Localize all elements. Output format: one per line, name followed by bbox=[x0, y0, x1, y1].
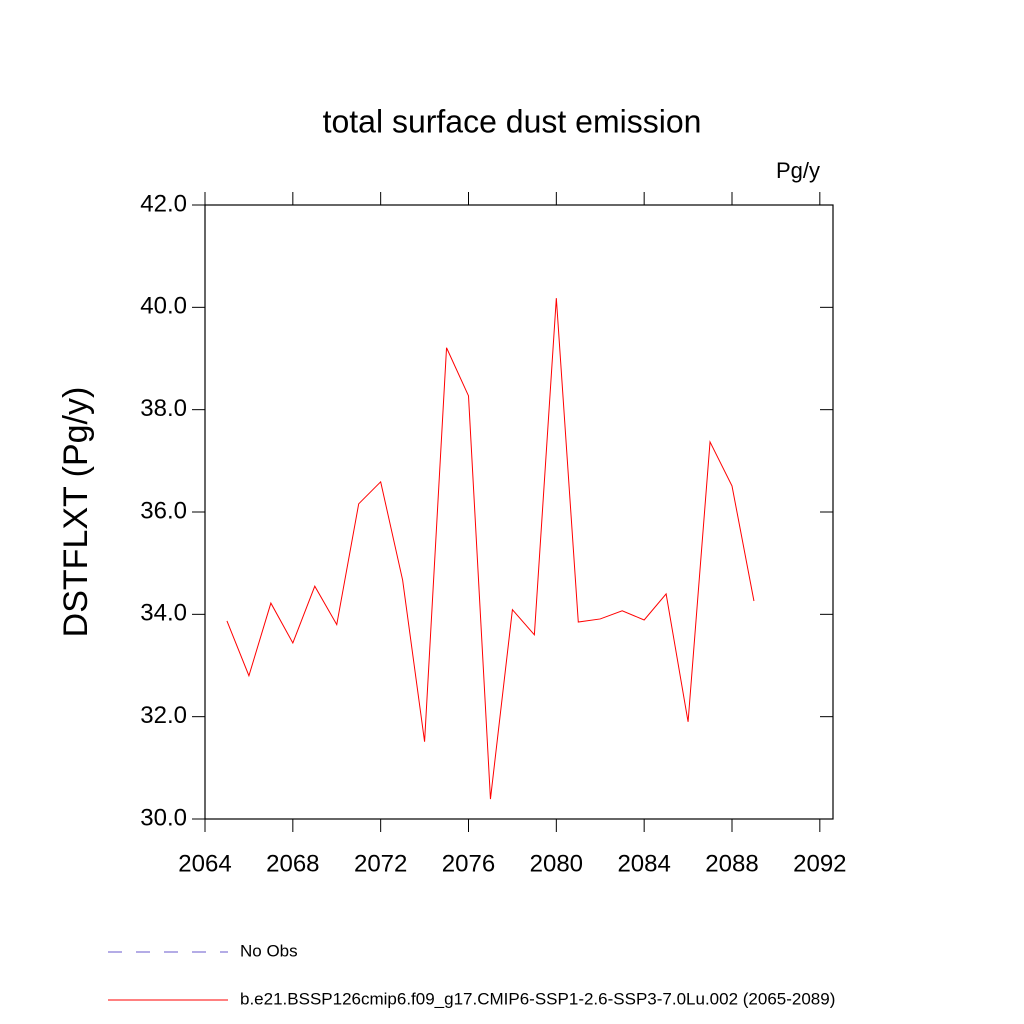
legend-label: No Obs bbox=[240, 941, 298, 960]
y-tick-label: 36.0 bbox=[140, 497, 187, 524]
x-tick-label: 2080 bbox=[530, 850, 583, 877]
y-tick-label: 32.0 bbox=[140, 702, 187, 729]
y-tick-label: 34.0 bbox=[140, 600, 187, 627]
legend-label: b.e21.BSSP126cmip6.f09_g17.CMIP6-SSP1-2.… bbox=[240, 989, 835, 1008]
data-line bbox=[226, 298, 755, 800]
y-tick-label: 30.0 bbox=[140, 804, 187, 831]
y-tick-label: 42.0 bbox=[140, 190, 187, 217]
y-tick-label: 38.0 bbox=[140, 395, 187, 422]
plot-frame bbox=[204, 204, 834, 820]
chart-title: total surface dust emission bbox=[323, 103, 702, 139]
x-tick-label: 2064 bbox=[178, 850, 231, 877]
x-tick-label: 2084 bbox=[617, 850, 670, 877]
x-tick-label: 2072 bbox=[354, 850, 407, 877]
x-tick-label: 2088 bbox=[705, 850, 758, 877]
x-tick-label: 2068 bbox=[266, 850, 319, 877]
x-tick-label: 2076 bbox=[442, 850, 495, 877]
x-tick-label: 2092 bbox=[793, 850, 846, 877]
y-axis-label: DSTFLXT (Pg/y) bbox=[57, 387, 95, 638]
y-tick-label: 40.0 bbox=[140, 293, 187, 320]
units-label: Pg/y bbox=[776, 158, 820, 183]
